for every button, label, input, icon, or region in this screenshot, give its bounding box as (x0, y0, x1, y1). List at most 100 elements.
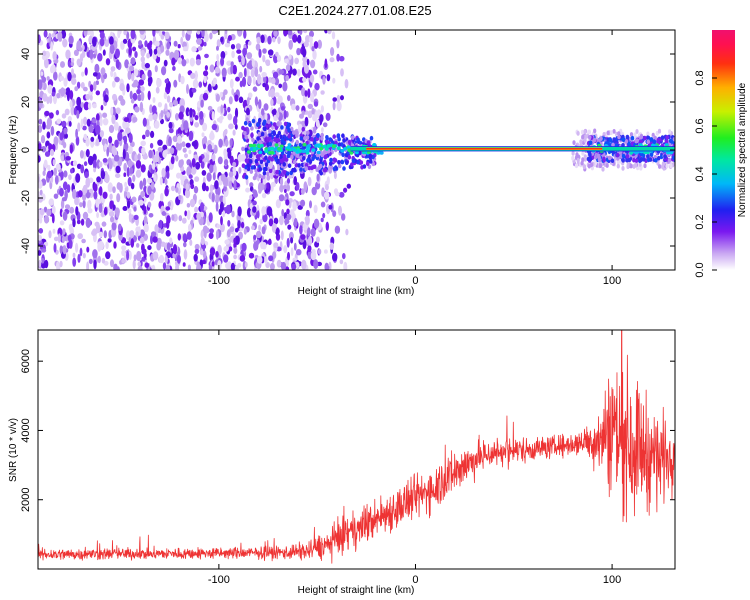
noise-cell (251, 225, 255, 230)
noise-cell (102, 191, 108, 199)
noise-cell (80, 118, 84, 129)
noise-cell (160, 110, 164, 118)
noise-cell (166, 170, 170, 179)
noise-cell (234, 107, 239, 119)
noise-cell (173, 40, 178, 47)
signal-cell (634, 138, 638, 144)
noise-cell (272, 36, 276, 43)
signal-cell (264, 166, 268, 172)
noise-cell (192, 79, 199, 89)
noise-cell (256, 210, 260, 219)
noise-cell (38, 259, 42, 267)
noise-cell (293, 176, 298, 186)
noise-cell (209, 132, 215, 141)
noise-cell (285, 74, 290, 81)
noise-cell (297, 68, 301, 77)
noise-cell (50, 125, 55, 136)
noise-cell (185, 142, 191, 148)
noise-cell (56, 92, 61, 99)
noise-cell (139, 101, 144, 113)
noise-cell (46, 208, 52, 216)
noise-cell (136, 250, 142, 262)
noise-cell (191, 88, 197, 93)
noise-cell (163, 92, 168, 100)
signal-cell (625, 154, 630, 159)
noise-cell (123, 162, 127, 172)
noise-cell (223, 246, 229, 252)
noise-cell (182, 262, 186, 267)
signal-cell (672, 155, 675, 161)
noise-cell (85, 177, 91, 188)
noise-cell (38, 118, 43, 125)
noise-cell (39, 189, 43, 196)
colorbar: 0.0 0.2 0.4 0.6 0.8 Normalized spectral ampl… (694, 30, 748, 278)
spectrogram-noise-cells (38, 30, 675, 270)
noise-cell (593, 128, 597, 134)
noise-cell (86, 246, 90, 253)
signal-cell (664, 139, 669, 145)
noise-cell (138, 79, 145, 86)
signal-cell (341, 133, 345, 138)
noise-cell (85, 93, 91, 101)
noise-cell (88, 124, 94, 133)
noise-cell (286, 177, 291, 184)
noise-cell (216, 223, 221, 229)
signal-cell (347, 148, 352, 152)
noise-cell (114, 76, 120, 83)
noise-cell (172, 99, 178, 106)
noise-cell (278, 69, 285, 75)
colorbar-tick-label: 0.8 (694, 70, 706, 85)
noise-cell (52, 51, 57, 61)
signal-cell (316, 133, 320, 139)
noise-cell (104, 39, 110, 47)
signal-cell (287, 134, 291, 139)
signal-cell (312, 164, 317, 170)
noise-cell (300, 234, 306, 240)
noise-cell (126, 191, 131, 199)
noise-cell (42, 170, 46, 176)
signal-cell (608, 138, 613, 143)
noise-cell (241, 55, 245, 66)
noise-cell (334, 225, 341, 234)
noise-cell (137, 261, 141, 267)
noise-cell (218, 138, 223, 148)
noise-cell (279, 177, 284, 187)
noise-cell (204, 157, 209, 163)
noise-cell (261, 226, 266, 235)
noise-cell (332, 252, 338, 262)
noise-cell (52, 159, 56, 166)
signal-cell (332, 157, 337, 162)
noise-cell (332, 210, 337, 218)
noise-cell (102, 49, 106, 56)
spectrogram-signal-band (241, 117, 675, 181)
noise-cell (164, 187, 169, 197)
signal-cell (320, 152, 325, 158)
signal-cell (588, 156, 593, 162)
noise-cell (329, 57, 335, 63)
signal-cell (369, 159, 373, 164)
noise-cell (76, 81, 81, 89)
noise-cell (132, 46, 137, 52)
noise-cell (80, 164, 85, 174)
noise-cell (108, 210, 115, 217)
noise-cell (268, 255, 274, 262)
noise-cell (72, 160, 78, 167)
noise-cell (84, 171, 89, 179)
signal-cell (264, 149, 269, 153)
signal-cell (258, 167, 263, 172)
signal-cell (379, 151, 384, 155)
signal-cell (643, 135, 647, 141)
signal-cell (350, 162, 354, 167)
noise-cell (189, 107, 193, 118)
noise-cell (216, 60, 220, 68)
signal-cell (287, 163, 292, 168)
noise-cell (172, 66, 176, 71)
noise-cell (80, 82, 85, 89)
noise-cell (300, 199, 306, 207)
noise-cell (59, 132, 64, 141)
noise-cell (76, 110, 80, 119)
signal-cell (283, 121, 288, 127)
noise-cell (44, 110, 50, 117)
noise-cell (202, 143, 207, 150)
noise-cell (214, 180, 219, 190)
